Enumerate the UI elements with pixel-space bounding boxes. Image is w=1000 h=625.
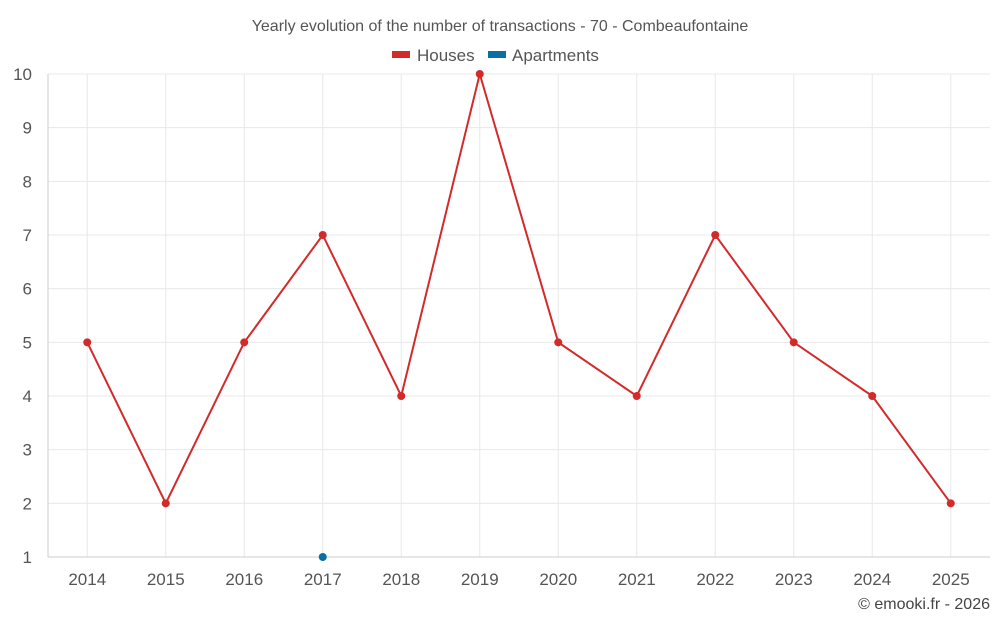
legend-swatch-houses[interactable] [392,51,410,58]
x-tick-label: 2015 [147,570,185,589]
x-tick-label: 2023 [775,570,813,589]
data-point-apartments-2017[interactable] [318,553,327,561]
legend-label-houses[interactable]: Houses [417,46,475,65]
legend-swatch-apartments[interactable] [488,51,506,58]
x-tick-label: 2017 [304,570,342,589]
x-tick-label: 2018 [382,570,420,589]
data-point-houses-2023[interactable] [789,338,798,347]
x-tick-label: 2016 [225,570,263,589]
axes: 1 2 3 4 5 6 7 8 9 10 2014 2015 2016 2017 2018 2019 2020 2… [13,65,990,589]
y-tick-label: 9 [23,119,32,138]
data-point-houses-2019[interactable] [475,70,484,78]
data-point-houses-2014[interactable] [83,338,92,347]
y-tick-label: 3 [23,441,32,460]
x-tick-label: 2024 [853,570,891,589]
y-tick-label: 6 [23,280,32,299]
legend-label-apartments[interactable]: Apartments [512,46,599,65]
y-tick-label: 10 [13,65,32,84]
data-point-houses-2021[interactable] [632,392,641,400]
x-tick-label: 2022 [696,570,734,589]
y-tick-label: 5 [23,333,32,352]
data-point-houses-2020[interactable] [554,338,563,347]
y-tick-label: 2 [23,494,32,513]
series [83,70,955,561]
data-point-houses-2024[interactable] [868,392,877,400]
y-tick-label: 4 [23,387,32,406]
y-tick-label: 1 [23,548,32,567]
x-tick-label: 2019 [461,570,499,589]
series-line-houses [86,70,952,506]
credit-text: © emooki.fr - 2026 [858,596,990,613]
y-tick-label: 8 [23,172,32,191]
x-tick-label: 2025 [932,570,970,589]
data-point-houses-2025[interactable] [946,499,955,508]
data-point-houses-2017[interactable] [318,231,327,239]
y-tick-label: 7 [23,226,32,245]
x-tick-label: 2021 [618,570,656,589]
legend[interactable]: Houses Apartments [392,46,599,65]
x-tick-label: 2014 [68,570,106,589]
chart-title: Yearly evolution of the number of transa… [252,18,749,35]
data-point-houses-2018[interactable] [397,392,406,400]
data-point-houses-2015[interactable] [161,499,170,508]
x-tick-label: 2020 [539,570,577,589]
data-point-houses-2016[interactable] [240,338,249,347]
grid [48,73,990,557]
data-point-houses-2022[interactable] [711,231,720,239]
